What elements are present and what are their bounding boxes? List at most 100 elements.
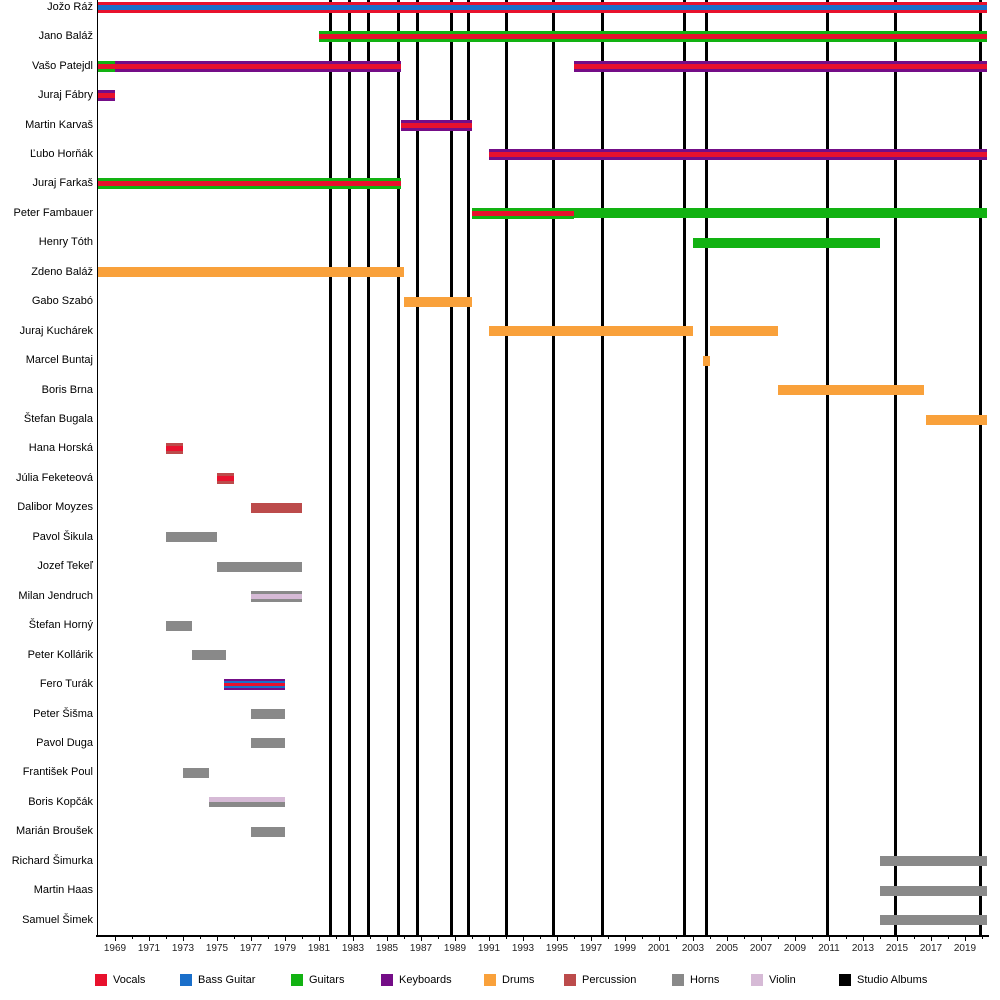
x-axis-tick (200, 935, 201, 939)
legend-swatch-studio_albums (839, 974, 851, 986)
album-line (366, 0, 370, 935)
x-axis-tick (642, 935, 643, 939)
guitars-stripe (472, 215, 574, 219)
horns-stripe (880, 885, 988, 896)
album-line (504, 0, 508, 935)
legend-item-guitars: Guitars (291, 973, 344, 987)
legend-swatch-bass (180, 974, 192, 986)
legend-label: Violin (769, 974, 796, 986)
member-label: Milan Jendruch (18, 589, 93, 602)
x-axis-tick (336, 935, 337, 939)
member-label: Boris Brna (41, 383, 93, 396)
x-axis-tick (744, 935, 745, 939)
drums-stripe (778, 385, 925, 396)
keyboards-stripe (400, 119, 472, 123)
keyboards-stripe (489, 156, 988, 160)
x-axis-tick (183, 935, 184, 941)
legend-swatch-violin (751, 974, 763, 986)
member-bar-segment (319, 31, 988, 43)
member-label: Hana Horská (28, 442, 93, 455)
x-axis-tick-label: 1991 (477, 943, 501, 954)
member-bar-segment (251, 502, 302, 513)
legend-item-drums: Drums (484, 973, 534, 987)
member-label: Marcel Buntaj (25, 354, 93, 367)
x-axis-tick-label: 1989 (443, 943, 467, 954)
member-bar-segment (166, 443, 183, 455)
x-axis-tick-label: 1969 (103, 943, 127, 954)
member-label: Ľubo Horňák (30, 147, 93, 160)
x-axis-tick (676, 935, 677, 939)
member-bar-segment (98, 1, 988, 13)
guitars-stripe (98, 186, 401, 190)
keyboards-stripe (223, 688, 285, 691)
legend-item-vocals: Vocals (95, 973, 145, 987)
legend-swatch-percussion (564, 974, 576, 986)
horns-stripe (251, 590, 302, 594)
x-axis-tick (914, 935, 915, 939)
member-bar-segment (925, 414, 988, 425)
drums-stripe (710, 326, 778, 337)
member-label: Dalibor Moyzes (17, 501, 93, 514)
legend-swatch-drums (484, 974, 496, 986)
keyboards-stripe (574, 68, 988, 72)
member-label: Juraj Kuchárek (19, 324, 93, 337)
guitars-stripe (574, 208, 988, 219)
legend-label: Bass Guitar (198, 974, 256, 986)
percussion-stripe (251, 502, 302, 513)
legend-label: Drums (502, 974, 535, 986)
x-axis-tick-label: 1973 (171, 943, 195, 954)
member-label: Boris Kopčák (28, 795, 93, 808)
vocals-stripe (489, 151, 988, 157)
percussion-stripe (166, 443, 183, 447)
member-bar-segment (98, 90, 115, 102)
x-axis-tick (761, 935, 762, 941)
drums-stripe (925, 414, 988, 425)
member-label: Gabo Szabó (31, 295, 93, 308)
x-axis-tick (455, 935, 456, 941)
percussion-stripe (166, 451, 183, 455)
member-bar-segment (251, 709, 285, 719)
x-axis-tick (948, 935, 949, 939)
keyboards-stripe (489, 148, 988, 152)
horns-stripe (191, 650, 226, 661)
member-label: Henry Tóth (38, 236, 93, 249)
x-axis-tick (608, 935, 609, 939)
x-axis-tick (166, 935, 167, 939)
member-bar-segment (703, 355, 710, 366)
horns-stripe (217, 561, 302, 572)
album-line (416, 0, 420, 935)
x-axis-tick-label: 1975 (205, 943, 229, 954)
member-label: Jozef Tekeľ (37, 560, 93, 573)
member-bar-segment (217, 472, 234, 484)
x-axis-tick (523, 935, 524, 941)
bass-stripe (223, 686, 285, 689)
x-axis-tick-label: 2001 (647, 943, 671, 954)
member-bar-segment (489, 326, 693, 337)
vocals-stripe (98, 181, 401, 187)
drums-stripe (703, 355, 710, 366)
x-axis-tick (846, 935, 847, 939)
y-axis-line (96, 0, 98, 935)
member-bar-segment (400, 119, 472, 131)
member-bar-segment (778, 385, 925, 396)
member-label: Martin Karvaš (25, 118, 93, 131)
member-bar-segment (880, 915, 988, 926)
member-bar-segment (166, 620, 192, 631)
x-axis-tick (319, 935, 320, 941)
album-line (705, 0, 709, 935)
x-axis-tick-label: 1979 (273, 943, 297, 954)
member-bar-segment (98, 267, 404, 278)
x-axis-tick-label: 2005 (715, 943, 739, 954)
x-axis-tick (591, 935, 592, 941)
member-bar-segment (166, 532, 217, 543)
vocals-stripe (115, 63, 401, 69)
legend-swatch-horns (672, 974, 684, 986)
x-axis-tick-label: 1971 (137, 943, 161, 954)
keyboards-stripe (98, 90, 115, 94)
legend-label: Keyboards (399, 974, 452, 986)
x-axis-tick-label: 2019 (953, 943, 977, 954)
x-axis-tick (693, 935, 694, 941)
horns-stripe (251, 738, 285, 749)
guitars-stripe (693, 237, 880, 248)
